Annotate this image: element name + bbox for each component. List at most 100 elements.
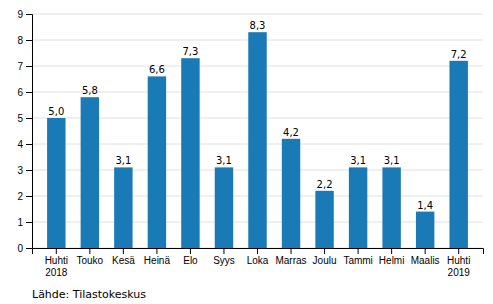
x-tick-label-line: Heinä bbox=[144, 255, 171, 266]
y-tick-mark bbox=[26, 170, 32, 171]
x-tick-label-line: Loka bbox=[247, 255, 269, 266]
y-tick-mark bbox=[26, 66, 32, 67]
y-tick-label: 5 bbox=[17, 113, 23, 124]
data-label: 3,1 bbox=[350, 155, 366, 166]
y-tick: 0 bbox=[17, 243, 32, 254]
x-tick-label-line: 2019 bbox=[448, 267, 471, 278]
data-label: 4,2 bbox=[283, 127, 299, 138]
x-tick-label: Huhti2018 bbox=[45, 255, 68, 278]
data-label: 2,2 bbox=[317, 179, 333, 190]
y-tick-mark bbox=[26, 14, 32, 15]
x-tick-mark bbox=[358, 248, 359, 254]
x-tick-mark bbox=[257, 248, 258, 254]
x-tick-label-line: Huhti bbox=[447, 255, 470, 266]
x-tick: Marras bbox=[275, 248, 306, 266]
x-tick-label: Kesä bbox=[112, 255, 135, 266]
x-tick-mark bbox=[56, 248, 57, 254]
y-tick-mark bbox=[26, 196, 32, 197]
data-label: 7,2 bbox=[451, 49, 467, 60]
annotations: Lähde: Tilastokeskus bbox=[32, 288, 146, 301]
y-tick: 2 bbox=[17, 191, 32, 202]
x-tick-label: Helmi bbox=[379, 255, 405, 266]
data-label: 8,3 bbox=[250, 20, 266, 31]
x-tick: Syys bbox=[213, 248, 235, 266]
data-label: 3,1 bbox=[216, 155, 232, 166]
x-tick-label: Maalis bbox=[411, 255, 440, 266]
y-axis: 0 1 2 3 4 5 6 7 8 9 bbox=[17, 9, 32, 254]
x-tick: Huhti2019 bbox=[447, 248, 470, 278]
x-tick-label: Tammi bbox=[343, 255, 372, 266]
bar bbox=[215, 167, 233, 248]
x-tick-label-line: Tammi bbox=[343, 255, 372, 266]
x-tick-mark bbox=[89, 248, 90, 254]
x-tick-label-line: Kesä bbox=[112, 255, 135, 266]
x-tick: Joulu bbox=[313, 248, 337, 266]
x-tick-mark bbox=[123, 248, 124, 254]
x-tick: Heinä bbox=[144, 248, 171, 266]
data-label: 6,6 bbox=[149, 64, 165, 75]
data-label: 3,1 bbox=[384, 155, 400, 166]
y-tick: 4 bbox=[17, 139, 32, 150]
grid-line bbox=[32, 14, 483, 15]
x-tick: Tammi bbox=[343, 248, 372, 266]
x-tick: Huhti2018 bbox=[45, 248, 68, 278]
x-tick-mark bbox=[391, 248, 392, 254]
data-label: 1,4 bbox=[417, 200, 433, 211]
y-tick: 9 bbox=[17, 9, 32, 20]
bar bbox=[315, 191, 333, 248]
y-tick-mark bbox=[26, 92, 32, 93]
x-tick-label-line: Syys bbox=[213, 255, 235, 266]
y-tick-mark bbox=[26, 40, 32, 41]
x-tick-label: Elo bbox=[183, 255, 198, 266]
x-tick-label-line: Elo bbox=[183, 255, 198, 266]
x-tick-label: Loka bbox=[247, 255, 269, 266]
y-tick-mark bbox=[26, 248, 32, 249]
y-tick-label: 0 bbox=[17, 243, 23, 254]
x-tick-label-line: 2018 bbox=[45, 267, 68, 278]
data-label: 5,8 bbox=[82, 85, 98, 96]
y-tick: 7 bbox=[17, 61, 32, 72]
x-tick-label: Marras bbox=[275, 255, 306, 266]
x-tick-label-line: Marras bbox=[275, 255, 306, 266]
data-labels: 5,0 5,8 3,1 6,6 7,3 3,1 8,3 4,2 2,2 3,1 3,1 1,4 7,2 bbox=[48, 20, 466, 210]
x-tick-label: Huhti2019 bbox=[447, 255, 470, 278]
y-tick: 6 bbox=[17, 87, 32, 98]
x-tick-label-line: Joulu bbox=[313, 255, 337, 266]
y-tick-mark bbox=[26, 222, 32, 223]
y-tick-label: 4 bbox=[17, 139, 23, 150]
y-tick: 3 bbox=[17, 165, 32, 176]
x-tick-mark bbox=[425, 248, 426, 254]
source-text: Lähde: Tilastokeskus bbox=[32, 288, 146, 301]
x-tick-label: Heinä bbox=[144, 255, 171, 266]
x-tick: Maalis bbox=[411, 248, 440, 266]
bar bbox=[282, 139, 300, 248]
bar bbox=[81, 97, 99, 248]
plot: 0123456789Huhti2018ToukoKesäHeinäEloSyys… bbox=[17, 9, 483, 278]
x-tick-label: Joulu bbox=[313, 255, 337, 266]
x-tick-label-line: Maalis bbox=[411, 255, 440, 266]
bar bbox=[47, 118, 65, 248]
bar bbox=[449, 61, 467, 248]
grid bbox=[32, 14, 483, 248]
x-tick-label: Syys bbox=[213, 255, 235, 266]
y-axis-line bbox=[26, 15, 33, 249]
x-tick-mark bbox=[458, 248, 459, 254]
x-axis-line bbox=[33, 249, 484, 255]
x-tick-mark bbox=[156, 248, 157, 254]
y-tick-label: 2 bbox=[17, 191, 23, 202]
x-tick: Elo bbox=[183, 248, 198, 266]
y-tick: 8 bbox=[17, 35, 32, 46]
y-tick-label: 1 bbox=[17, 217, 23, 228]
bar bbox=[349, 167, 367, 248]
data-label: 3,1 bbox=[115, 155, 131, 166]
bar bbox=[382, 167, 400, 248]
bar bbox=[248, 32, 266, 248]
data-label: 7,3 bbox=[182, 46, 198, 57]
y-tick-label: 3 bbox=[17, 165, 23, 176]
x-tick-label-line: Helmi bbox=[379, 255, 405, 266]
data-label: 5,0 bbox=[48, 106, 64, 117]
y-tick-label: 6 bbox=[17, 87, 23, 98]
x-tick-mark bbox=[291, 248, 292, 254]
y-tick: 1 bbox=[17, 217, 32, 228]
chart-svg: 0123456789Huhti2018ToukoKesäHeinäEloSyys… bbox=[0, 0, 493, 304]
